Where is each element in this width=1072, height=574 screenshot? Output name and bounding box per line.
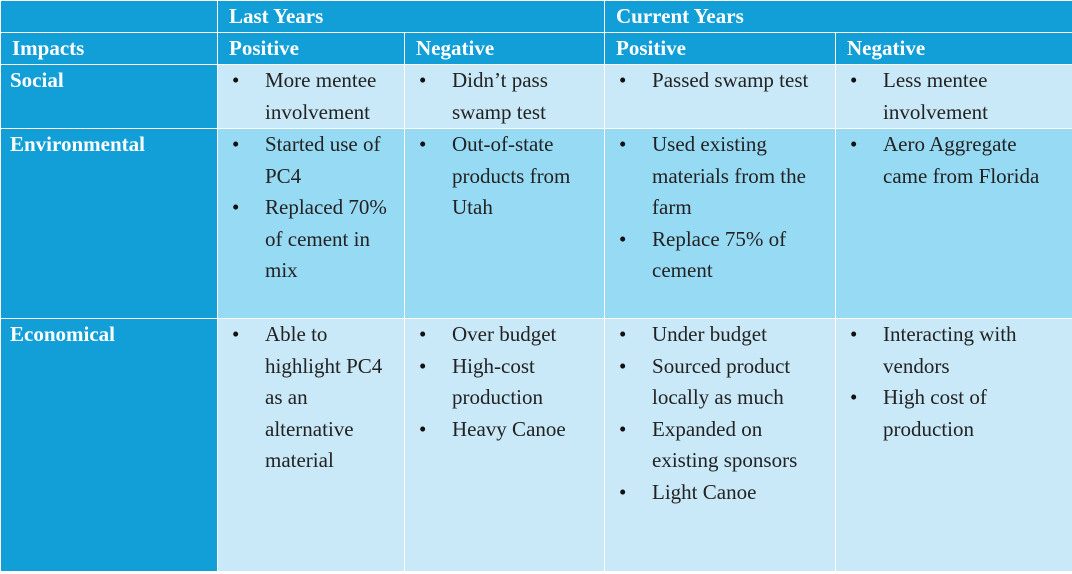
cell-economical-current-negative: Interacting with vendors High cost of pr…: [835, 318, 1072, 572]
list-item: Used existing materials from the farm: [605, 129, 835, 224]
bullet-list: Passed swamp test: [605, 65, 835, 97]
bullet-list: Out-of-state products from Utah: [405, 129, 604, 224]
list-item: High-cost production: [405, 351, 604, 414]
row-label-economical: Economical: [0, 318, 218, 572]
list-item: Less mentee involvement: [836, 65, 1072, 128]
list-item: Sourced product locally as much: [605, 351, 835, 414]
column-header-current-negative: Negative: [835, 32, 1072, 65]
bullet-list: Aero Aggregate came from Florida: [836, 129, 1072, 192]
bullet-list: Able to highlight PC4 as an alternative …: [218, 319, 404, 477]
list-item: Aero Aggregate came from Florida: [836, 129, 1072, 192]
bullet-list: Less mentee involvement: [836, 65, 1072, 128]
list-item: Over budget: [405, 319, 604, 351]
column-header-current-positive: Positive: [604, 32, 837, 65]
group-header-row: Last Years Current Years: [0, 0, 1072, 33]
table-row: Economical Able to highlight PC4 as an a…: [0, 318, 1072, 572]
column-header-impacts: Impacts: [0, 32, 218, 65]
cell-social-current-positive: Passed swamp test: [604, 64, 837, 129]
list-item: More mentee involvement: [218, 65, 404, 128]
bullet-list: Over budget High-cost production Heavy C…: [405, 319, 604, 445]
list-item: Expanded on existing sponsors: [605, 414, 835, 477]
list-item: Under budget: [605, 319, 835, 351]
list-item: Started use of PC4: [218, 129, 404, 192]
cell-environmental-current-negative: Aero Aggregate came from Florida: [835, 128, 1072, 319]
group-header-current-years: Current Years: [604, 0, 1072, 33]
list-item: Light Canoe: [605, 477, 835, 509]
list-item: Replace 75% of cement: [605, 224, 835, 287]
bullet-list: Used existing materials from the farm Re…: [605, 129, 835, 287]
cell-economical-last-negative: Over budget High-cost production Heavy C…: [403, 318, 606, 572]
table-row: Environmental Started use of PC4 Replace…: [0, 128, 1072, 319]
bullet-list: Started use of PC4 Replaced 70% of cemen…: [218, 129, 404, 287]
column-header-row: Impacts Positive Negative Positive Negat…: [0, 32, 1072, 65]
group-header-last-years: Last Years: [216, 0, 606, 33]
bullet-list: Didn’t pass swamp test: [405, 65, 604, 128]
cell-social-current-negative: Less mentee involvement: [835, 64, 1072, 129]
cell-social-last-negative: Didn’t pass swamp test: [403, 64, 606, 129]
column-header-last-positive: Positive: [217, 32, 405, 65]
cell-economical-last-positive: Able to highlight PC4 as an alternative …: [217, 318, 405, 572]
cell-environmental-current-positive: Used existing materials from the farm Re…: [604, 128, 837, 319]
list-item: Passed swamp test: [605, 65, 835, 97]
bullet-list: Under budget Sourced product locally as …: [605, 319, 835, 508]
column-header-last-negative: Negative: [403, 32, 606, 65]
cell-economical-current-positive: Under budget Sourced product locally as …: [604, 318, 837, 572]
bullet-list: Interacting with vendors High cost of pr…: [836, 319, 1072, 445]
list-item: Able to highlight PC4 as an alternative …: [218, 319, 404, 477]
cell-environmental-last-positive: Started use of PC4 Replaced 70% of cemen…: [217, 128, 405, 319]
empty-corner-cell: [0, 0, 218, 33]
list-item: Interacting with vendors: [836, 319, 1072, 382]
row-label-social: Social: [0, 64, 218, 129]
list-item: Didn’t pass swamp test: [405, 65, 604, 128]
row-label-environmental: Environmental: [0, 128, 218, 319]
list-item: Heavy Canoe: [405, 414, 604, 446]
list-item: Out-of-state products from Utah: [405, 129, 604, 224]
cell-social-last-positive: More mentee involvement: [217, 64, 405, 129]
bullet-list: More mentee involvement: [218, 65, 404, 128]
list-item: Replaced 70% of cement in mix: [218, 192, 404, 287]
cell-environmental-last-negative: Out-of-state products from Utah: [403, 128, 606, 319]
table-row: Social More mentee involvement Didn’t pa…: [0, 64, 1072, 129]
list-item: High cost of production: [836, 382, 1072, 445]
